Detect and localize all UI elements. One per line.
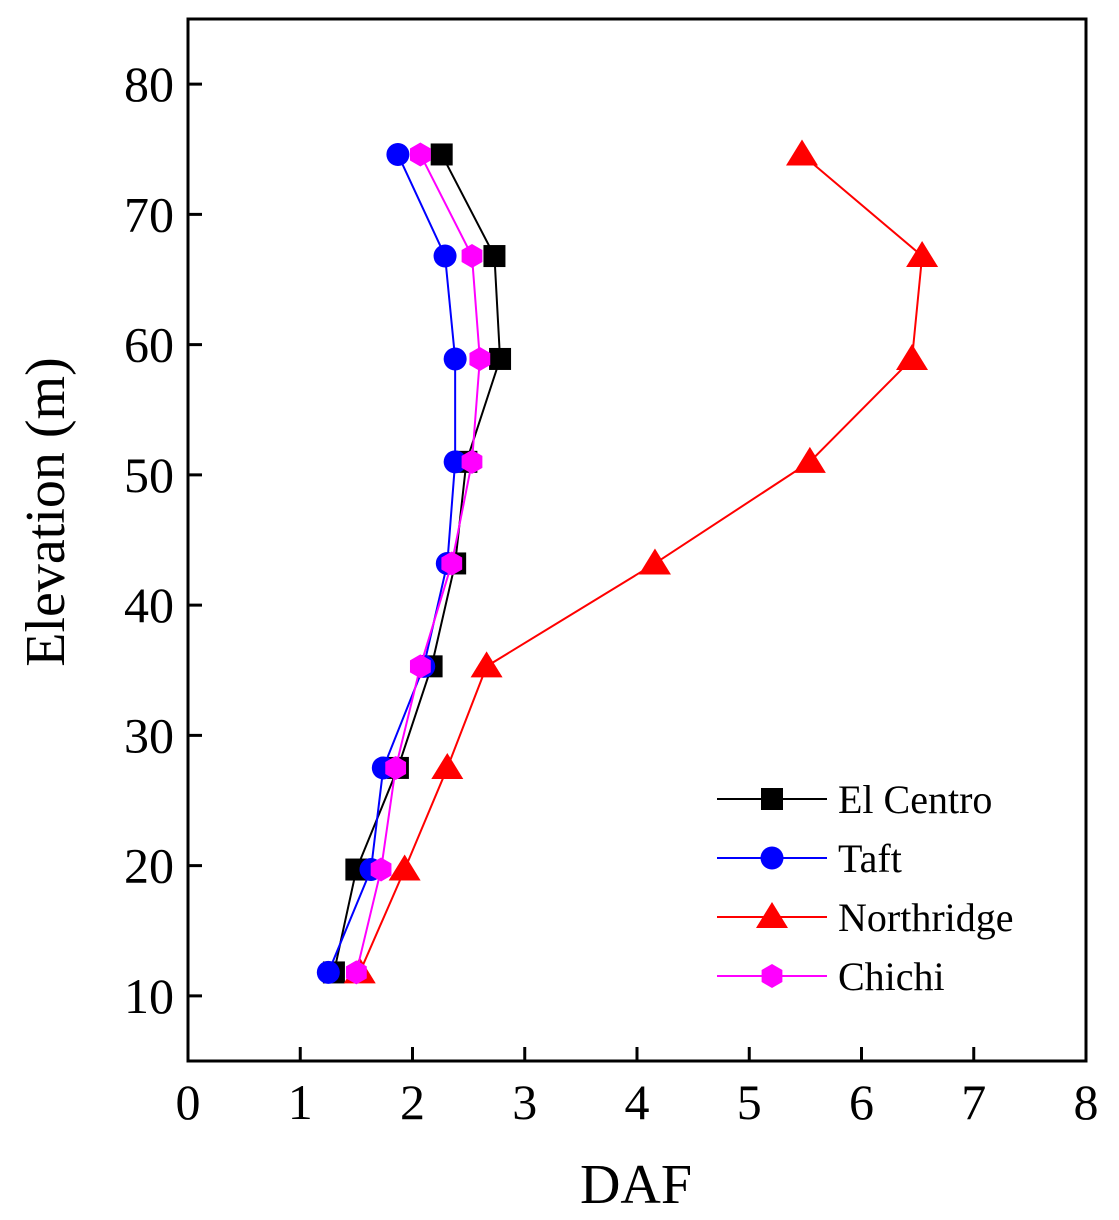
data-point-chichi — [385, 755, 407, 780]
y-tick-label: 30 — [124, 707, 174, 763]
x-tick-label: 1 — [288, 1074, 313, 1130]
data-point-chichi — [345, 960, 367, 985]
y-tick-label: 40 — [124, 577, 174, 633]
x-tick-label: 0 — [176, 1074, 201, 1130]
data-point-chichi — [441, 551, 463, 576]
legend-marker-taft — [760, 846, 784, 870]
data-point-taft — [433, 244, 457, 268]
legend-label-taft: Taft — [838, 836, 902, 881]
data-point-northridge — [896, 343, 929, 370]
data-point-chichi — [370, 857, 392, 882]
legend-label-northridge: Northridge — [838, 895, 1014, 940]
x-tick-label: 3 — [512, 1074, 537, 1130]
y-tick-label: 60 — [124, 317, 174, 373]
data-point-el-centro — [483, 245, 506, 268]
data-point-northridge — [638, 548, 671, 575]
legend: El Centro Taft Northridge Chichi — [717, 777, 1014, 999]
y-tick-label: 70 — [124, 186, 174, 242]
data-point-northridge — [388, 854, 421, 881]
data-point-northridge — [786, 139, 819, 166]
data-point-chichi — [461, 244, 483, 269]
legend-label-chichi: Chichi — [838, 954, 945, 999]
x-tick-label: 2 — [400, 1074, 425, 1130]
legend-marker-northridge — [756, 902, 788, 928]
data-point-chichi — [469, 346, 491, 371]
data-point-northridge — [906, 241, 939, 268]
x-tick-label: 4 — [625, 1074, 650, 1130]
y-tick-label: 80 — [124, 56, 174, 112]
data-point-taft — [443, 347, 467, 371]
x-tick-label: 5 — [737, 1074, 762, 1130]
data-point-northridge — [431, 752, 464, 779]
data-point-taft — [316, 960, 340, 984]
data-point-taft — [443, 450, 467, 474]
x-tick-label: 6 — [849, 1074, 874, 1130]
data-point-northridge — [793, 446, 826, 473]
y-tick-label: 20 — [124, 838, 174, 894]
y-tick-label: 50 — [124, 447, 174, 503]
y-axis-title: Elevation (m) — [15, 357, 77, 666]
data-point-chichi — [461, 449, 483, 474]
legend-marker-chichi — [761, 964, 783, 988]
data-point-chichi — [409, 142, 431, 167]
data-point-taft — [386, 142, 410, 166]
plot-area: 0 1 2 3 4 5 6 7 8 10 20 30 40 50 60 70 80 — [124, 17, 1099, 1130]
data-point-el-centro — [430, 143, 453, 166]
y-tick-label: 10 — [124, 968, 174, 1024]
legend-marker-el-centro — [761, 788, 783, 810]
x-tick-label: 7 — [961, 1074, 986, 1130]
data-point-chichi — [409, 654, 431, 679]
x-axis-title: DAF — [580, 1154, 692, 1216]
x-tick-label: 8 — [1074, 1074, 1099, 1130]
legend-label-el-centro: El Centro — [838, 777, 992, 822]
data-point-northridge — [470, 651, 503, 678]
data-point-el-centro — [489, 347, 512, 370]
